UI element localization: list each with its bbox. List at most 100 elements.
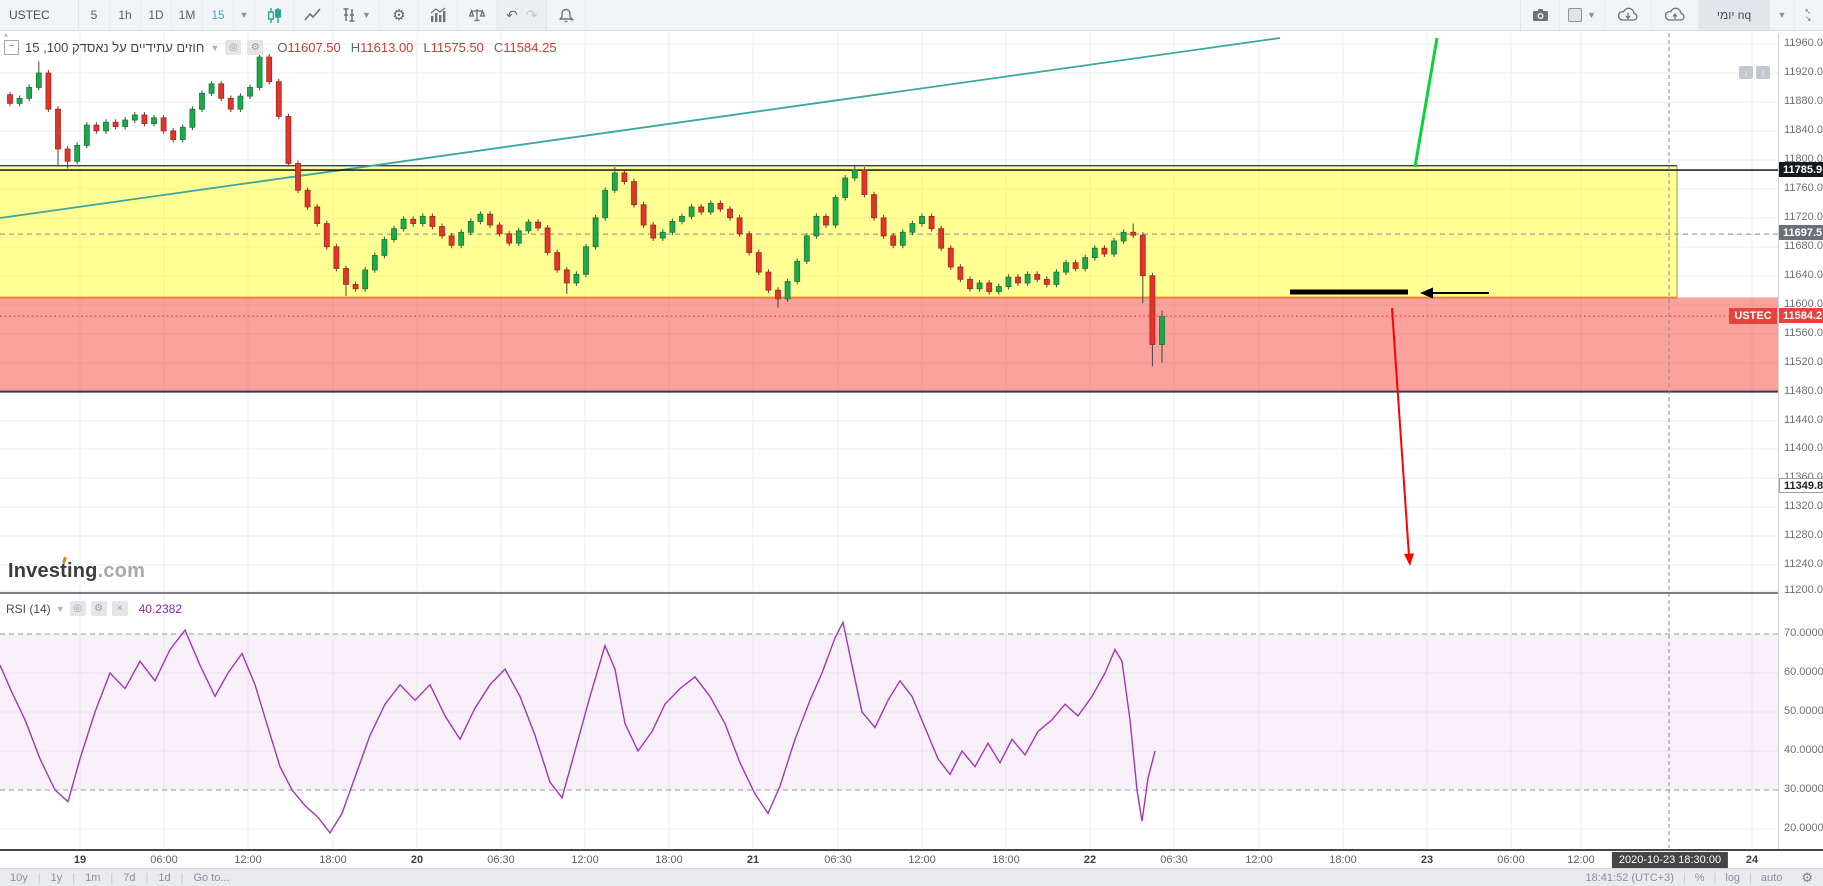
auto-scale-button[interactable]: auto bbox=[1760, 871, 1783, 884]
camera-icon bbox=[1531, 7, 1550, 23]
series-settings-icon[interactable]: ⚙ bbox=[247, 40, 264, 55]
rsi-line bbox=[0, 620, 1156, 835]
chevron-down-icon[interactable]: ▼ bbox=[210, 42, 220, 53]
layout-button[interactable]: ▼ bbox=[1560, 0, 1605, 30]
timeframe-button-5[interactable]: 5 bbox=[79, 0, 110, 30]
cloud-download-icon bbox=[1617, 7, 1639, 23]
time-tick-label: 12:00 bbox=[1245, 854, 1273, 866]
candle-body bbox=[1139, 234, 1146, 277]
load-layout-button[interactable] bbox=[1605, 0, 1652, 30]
candlestick-style-button[interactable] bbox=[255, 0, 294, 30]
price-axis[interactable]: 11960.0 11920.0 11880.0 11840.0 11800.0 11760… bbox=[1778, 33, 1823, 849]
candle-body bbox=[611, 172, 618, 191]
range-button-10y[interactable]: 10y bbox=[10, 871, 28, 884]
candle-body bbox=[189, 108, 196, 128]
percent-scale-button[interactable]: % bbox=[1694, 871, 1705, 884]
price-scale-down-button[interactable]: ↓ bbox=[1739, 66, 1753, 79]
template-selector[interactable]: יומי nq bbox=[1699, 0, 1770, 30]
drawing-price-label: 11349.8 bbox=[1779, 478, 1823, 493]
candle-body bbox=[986, 282, 993, 293]
goto-button[interactable]: Go to... bbox=[193, 871, 230, 884]
remove-indicator-icon[interactable]: × bbox=[111, 601, 128, 616]
range-button-1m[interactable]: 1m bbox=[85, 871, 101, 884]
timeframe-button-1D[interactable]: 1D bbox=[141, 0, 172, 30]
clock[interactable]: 18:41:52 (UTC+3) bbox=[1585, 871, 1674, 884]
timeframe-dropdown-button[interactable]: ▼ bbox=[234, 0, 255, 30]
time-axis[interactable]: 2020-10-23 18:30:00 19 06:00 12:00 18:00 20 0… bbox=[0, 849, 1823, 868]
candle-body bbox=[237, 95, 244, 110]
compare-scales-button[interactable] bbox=[458, 0, 497, 30]
price-tick-label: 11240.0 bbox=[1784, 558, 1823, 570]
time-tick-label: 12:00 bbox=[908, 854, 936, 866]
add-alert-button[interactable]: + bbox=[547, 0, 587, 30]
collapse-legend-icon[interactable]: − bbox=[4, 40, 19, 55]
candle-body bbox=[899, 231, 906, 246]
compare-icon bbox=[341, 7, 357, 23]
symbol-field[interactable]: USTEC bbox=[0, 0, 79, 30]
redo-icon[interactable]: ↷ bbox=[525, 6, 538, 23]
left-arrow-head bbox=[1420, 287, 1433, 299]
hide-series-icon[interactable]: ◎ bbox=[225, 40, 242, 55]
candle-body bbox=[669, 221, 676, 233]
high-label: H bbox=[350, 40, 361, 55]
time-tick-label: 12:00 bbox=[1567, 854, 1595, 866]
projection-arrow-head bbox=[1404, 553, 1414, 566]
range-button-1d[interactable]: 1d bbox=[158, 871, 171, 884]
price-scale-up-button[interactable]: ↑ bbox=[1756, 66, 1770, 79]
candle-body bbox=[784, 281, 791, 300]
candle-body bbox=[947, 247, 954, 268]
last-price-label: 11584.2 bbox=[1779, 308, 1823, 323]
price-tick-label: 30.0000 bbox=[1784, 783, 1823, 795]
undo-icon[interactable]: ↶ bbox=[506, 6, 518, 23]
timeframe-button-1M[interactable]: 1M bbox=[172, 0, 203, 30]
candle-body bbox=[515, 230, 522, 244]
expand-arrow-icon: ↘ bbox=[1804, 14, 1812, 23]
chevron-down-icon[interactable]: ▼ bbox=[55, 603, 65, 614]
template-label: יומי nq bbox=[1716, 8, 1752, 22]
low-value: 11575.50 bbox=[430, 40, 484, 55]
save-layout-button[interactable] bbox=[1652, 0, 1699, 30]
settings-button[interactable]: ⚙ bbox=[380, 0, 419, 30]
toolbar-collapse-arrow[interactable]: ▴ bbox=[4, 30, 9, 39]
candle-body bbox=[419, 215, 426, 224]
timeframe-button-15[interactable]: 15 bbox=[203, 0, 234, 30]
chart-canvas[interactable] bbox=[0, 33, 1778, 849]
log-scale-button[interactable]: log bbox=[1725, 871, 1741, 884]
candle-body bbox=[1091, 247, 1098, 259]
candle-body bbox=[755, 252, 762, 273]
hide-indicator-icon[interactable]: ◎ bbox=[69, 601, 86, 616]
line-style-button[interactable] bbox=[294, 0, 333, 30]
snapshot-button[interactable] bbox=[1520, 0, 1560, 30]
fullscreen-button[interactable]: ↖ ↘ bbox=[1795, 0, 1821, 30]
candle-body bbox=[55, 108, 61, 150]
range-button-1y[interactable]: 1y bbox=[50, 871, 63, 884]
bottom-toolbar: 10y | 1y | 1m | 7d | 1d | Go to... 18:41:52 (UTC… bbox=[0, 868, 1823, 886]
candle-body bbox=[7, 94, 13, 104]
timeframe-button-1h[interactable]: 1h bbox=[110, 0, 141, 30]
time-tick-label: 18:00 bbox=[655, 854, 683, 866]
candle-body bbox=[592, 217, 599, 248]
watermark-main: Investing bbox=[8, 560, 98, 582]
candle-body bbox=[496, 224, 503, 235]
candle-body bbox=[151, 117, 157, 125]
separator: | bbox=[145, 871, 149, 884]
candle-body bbox=[938, 228, 945, 249]
breakdown-level-mark bbox=[1290, 289, 1408, 295]
template-dropdown-button[interactable]: ▼ bbox=[1770, 0, 1795, 30]
candle-body bbox=[602, 189, 609, 219]
price-tick-label: 11960.0 bbox=[1784, 37, 1823, 49]
candle-body bbox=[131, 114, 138, 121]
indicator-settings-icon[interactable]: ⚙ bbox=[90, 601, 107, 616]
top-toolbar: USTEC 5 1h 1D 1M 15 ▼ ▼ ⚙ ↶ ↷ + ▼ bbox=[0, 0, 1823, 31]
time-tick-label: 12:00 bbox=[234, 854, 262, 866]
scales-icon bbox=[468, 7, 486, 23]
previous-close-price-label: 11697.5 bbox=[1779, 225, 1823, 240]
axis-settings-gear-icon[interactable]: ⚙ bbox=[1801, 869, 1813, 885]
candle-body bbox=[1082, 257, 1089, 269]
compare-button[interactable]: ▼ bbox=[333, 0, 380, 30]
candle-body bbox=[727, 208, 733, 219]
range-button-7d[interactable]: 7d bbox=[123, 871, 136, 884]
bell-plus-icon: + bbox=[558, 7, 575, 24]
price-tick-label: 11520.0 bbox=[1784, 356, 1823, 368]
indicators-button[interactable] bbox=[419, 0, 458, 30]
